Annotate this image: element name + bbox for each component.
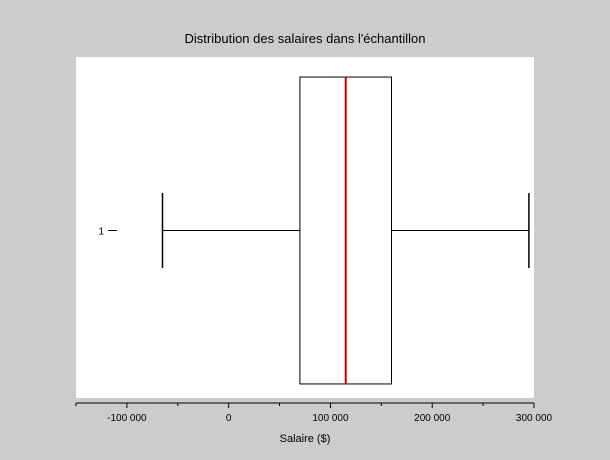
x-axis-ticks: -100 000 0 100 000 200 000 300 000 — [75, 403, 553, 424]
x-tick-label: 200 000 — [414, 413, 451, 424]
plot-area — [76, 57, 534, 398]
x-axis-label: Salaire ($) — [280, 433, 331, 445]
chart-title: Distribution des salaires dans l'échanti… — [185, 31, 426, 46]
y-axis-categories: 1 — [98, 227, 117, 238]
boxplot-marks — [161, 76, 530, 385]
x-tick-label: 100 000 — [312, 413, 349, 424]
x-tick-label: 300 000 — [516, 413, 553, 424]
x-tick-label: 0 — [226, 413, 232, 424]
y-category-label: 1 — [98, 227, 104, 238]
x-tick-label: -100 000 — [107, 413, 147, 424]
